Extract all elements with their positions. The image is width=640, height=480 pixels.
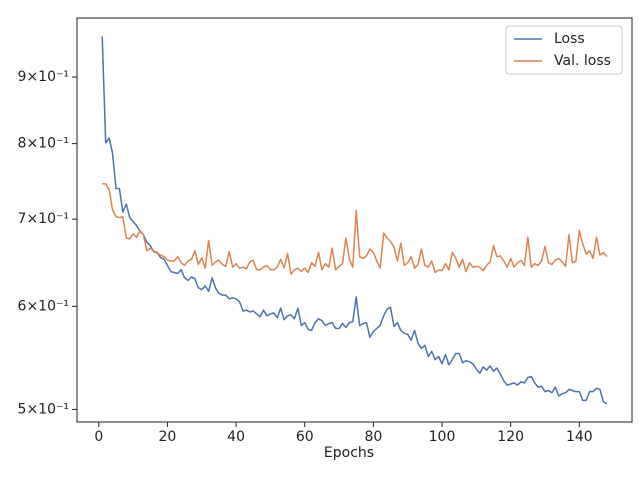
x-axis-label: Epochs (324, 445, 374, 461)
x-tick-label: 140 (566, 429, 593, 445)
x-tick-label: 60 (296, 429, 314, 445)
y-tick-label: 9×10⁻¹ (18, 69, 69, 85)
legend-label: Val. loss (554, 53, 611, 69)
x-tick-label: 20 (159, 429, 177, 445)
y-tick-label: 6×10⁻¹ (18, 298, 69, 314)
axes-frame (76, 17, 633, 423)
y-tick-label: 7×10⁻¹ (18, 211, 69, 227)
plot-area (77, 18, 632, 422)
x-tick-label: 0 (94, 429, 103, 445)
x-tick-label: 120 (497, 429, 524, 445)
x-tick-label: 40 (227, 429, 245, 445)
x-tick-label: 80 (364, 429, 382, 445)
x-tick-label: 100 (429, 429, 456, 445)
legend-box (505, 25, 623, 75)
legend-label: Loss (554, 31, 585, 47)
line (101, 36, 608, 405)
y-tick-label: 5×10⁻¹ (18, 401, 69, 417)
line (102, 183, 608, 276)
y-tick-label: 8×10⁻¹ (18, 136, 69, 152)
